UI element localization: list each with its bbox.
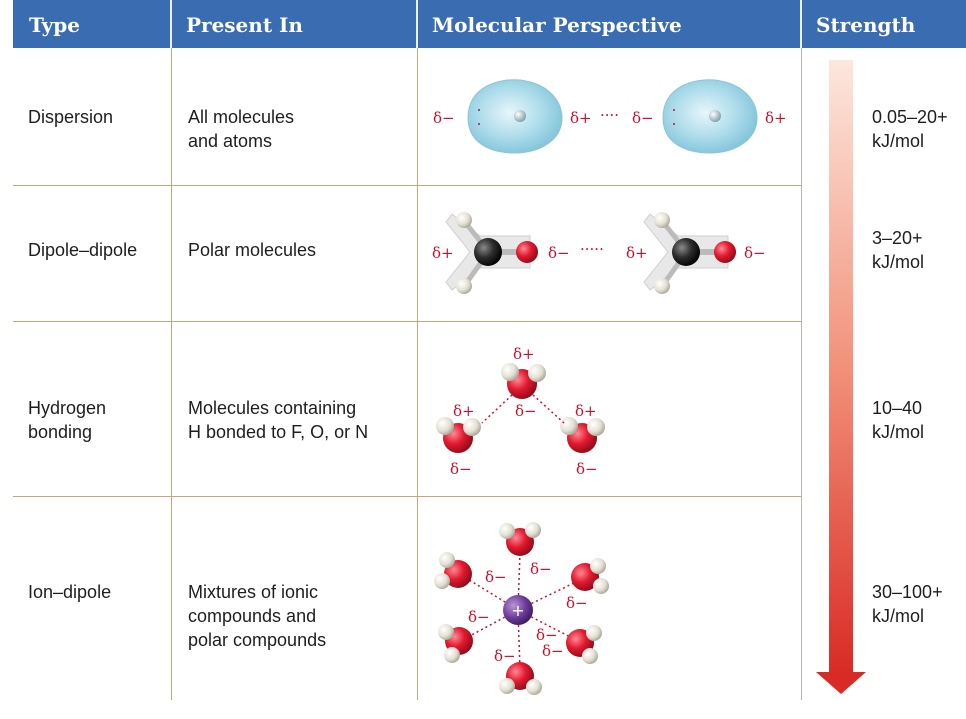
row-dipole-present: Polar molecules — [188, 240, 317, 260]
header-type: Type — [29, 13, 81, 37]
water-molecule — [566, 625, 602, 664]
row-rule — [13, 185, 802, 186]
row-hbond-present: Molecules containing H bonded to F, O, o… — [188, 398, 369, 442]
delta-label: δ+ — [513, 345, 535, 363]
delta-label: δ− — [744, 244, 766, 262]
row-rule — [13, 496, 802, 497]
delta-label: δ− — [536, 626, 558, 644]
table-header: Type Present In Molecular Perspective St… — [13, 0, 966, 48]
delta-label: δ+ — [765, 109, 787, 127]
delta-label: δ+ — [626, 244, 648, 262]
water-molecule — [438, 624, 473, 663]
attraction-dots: ····· — [580, 240, 604, 258]
cation-charge: + — [511, 601, 524, 620]
row-dispersion-present: All molecules and atoms — [188, 107, 295, 151]
column-rule — [171, 48, 172, 700]
delta-label: δ− — [548, 244, 570, 262]
row-rule — [13, 321, 802, 322]
delta-label: δ− — [450, 460, 472, 478]
delta-label: δ− — [494, 647, 516, 665]
delta-label: δ+ — [570, 109, 592, 127]
row-dispersion-type: Dispersion — [28, 107, 114, 127]
row-dipole-strength: 3–20+ kJ/mol — [872, 228, 925, 272]
header-present-in: Present In — [186, 13, 303, 37]
water-molecule — [434, 552, 472, 589]
header-divider — [170, 0, 172, 48]
delta-label: δ− — [576, 460, 598, 478]
water-molecule — [499, 662, 542, 695]
delta-label: δ− — [485, 568, 507, 586]
row-iondipole-present: Mixtures of ionic compounds and polar co… — [188, 582, 327, 650]
delta-label: δ− — [632, 109, 654, 127]
cation: + — [503, 595, 533, 625]
delta-label: δ− — [433, 109, 455, 127]
delta-label: δ− — [566, 594, 588, 612]
hydrogen-bond — [481, 394, 513, 424]
column-rule — [801, 48, 802, 700]
delta-label: δ− — [468, 608, 490, 626]
water-molecule-top — [501, 363, 546, 399]
header-molecular-perspective: Molecular Perspective — [432, 13, 682, 37]
delta-label: δ+ — [453, 402, 475, 420]
dipole-molecule-left — [445, 212, 538, 294]
delta-label: δ+ — [432, 244, 454, 262]
dispersion-molecule-right — [662, 79, 758, 154]
row-iondipole-strength: 30–100+ kJ/mol — [872, 582, 943, 626]
header-divider — [416, 0, 418, 48]
hydrogen-bond — [532, 394, 565, 424]
delta-label: δ− — [530, 560, 552, 578]
dispersion-molecule-left — [467, 79, 563, 154]
dipole-molecule-right — [643, 212, 736, 294]
row-dispersion-strength: 0.05–20+ kJ/mol — [872, 107, 948, 151]
water-molecule — [499, 522, 541, 556]
water-molecule-right — [560, 417, 605, 453]
row-iondipole-type: Ion–dipole — [28, 582, 112, 602]
header-strength: Strength — [816, 13, 916, 37]
row-hbond-strength: 10–40 kJ/mol — [872, 398, 925, 442]
column-rule — [417, 48, 418, 700]
delta-label: δ− — [542, 642, 564, 660]
delta-label: δ− — [515, 402, 537, 420]
water-molecule — [571, 558, 609, 594]
row-dipole-type: Dipole–dipole — [28, 240, 138, 260]
delta-label: δ+ — [575, 402, 597, 420]
water-molecule-left — [436, 417, 481, 453]
header-divider — [800, 0, 802, 48]
attraction-dots: ···· — [600, 106, 619, 124]
strength-arrow — [816, 60, 866, 694]
row-hbond-type: Hydrogen bonding — [28, 398, 107, 442]
